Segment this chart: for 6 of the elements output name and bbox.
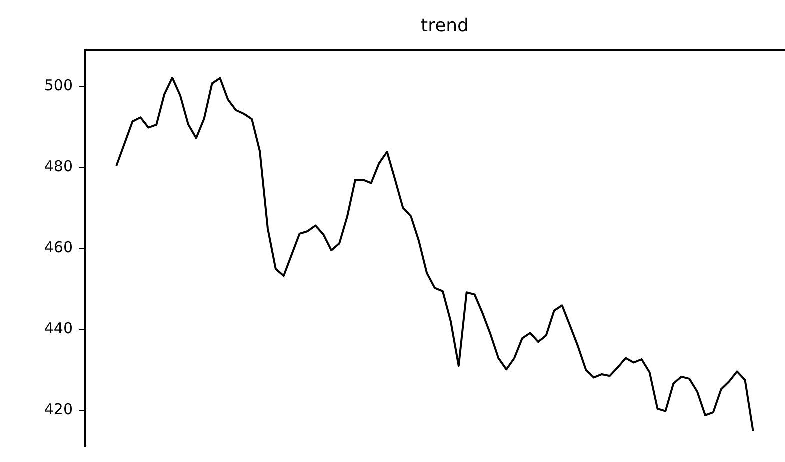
y-tick-label: 420 [44, 400, 73, 418]
y-tick-label: 500 [44, 76, 73, 94]
y-tick-label: 480 [44, 157, 73, 176]
y-tick-label: 460 [44, 238, 73, 256]
chart-title: trend [421, 16, 469, 37]
y-tick-label: 440 [44, 319, 73, 338]
